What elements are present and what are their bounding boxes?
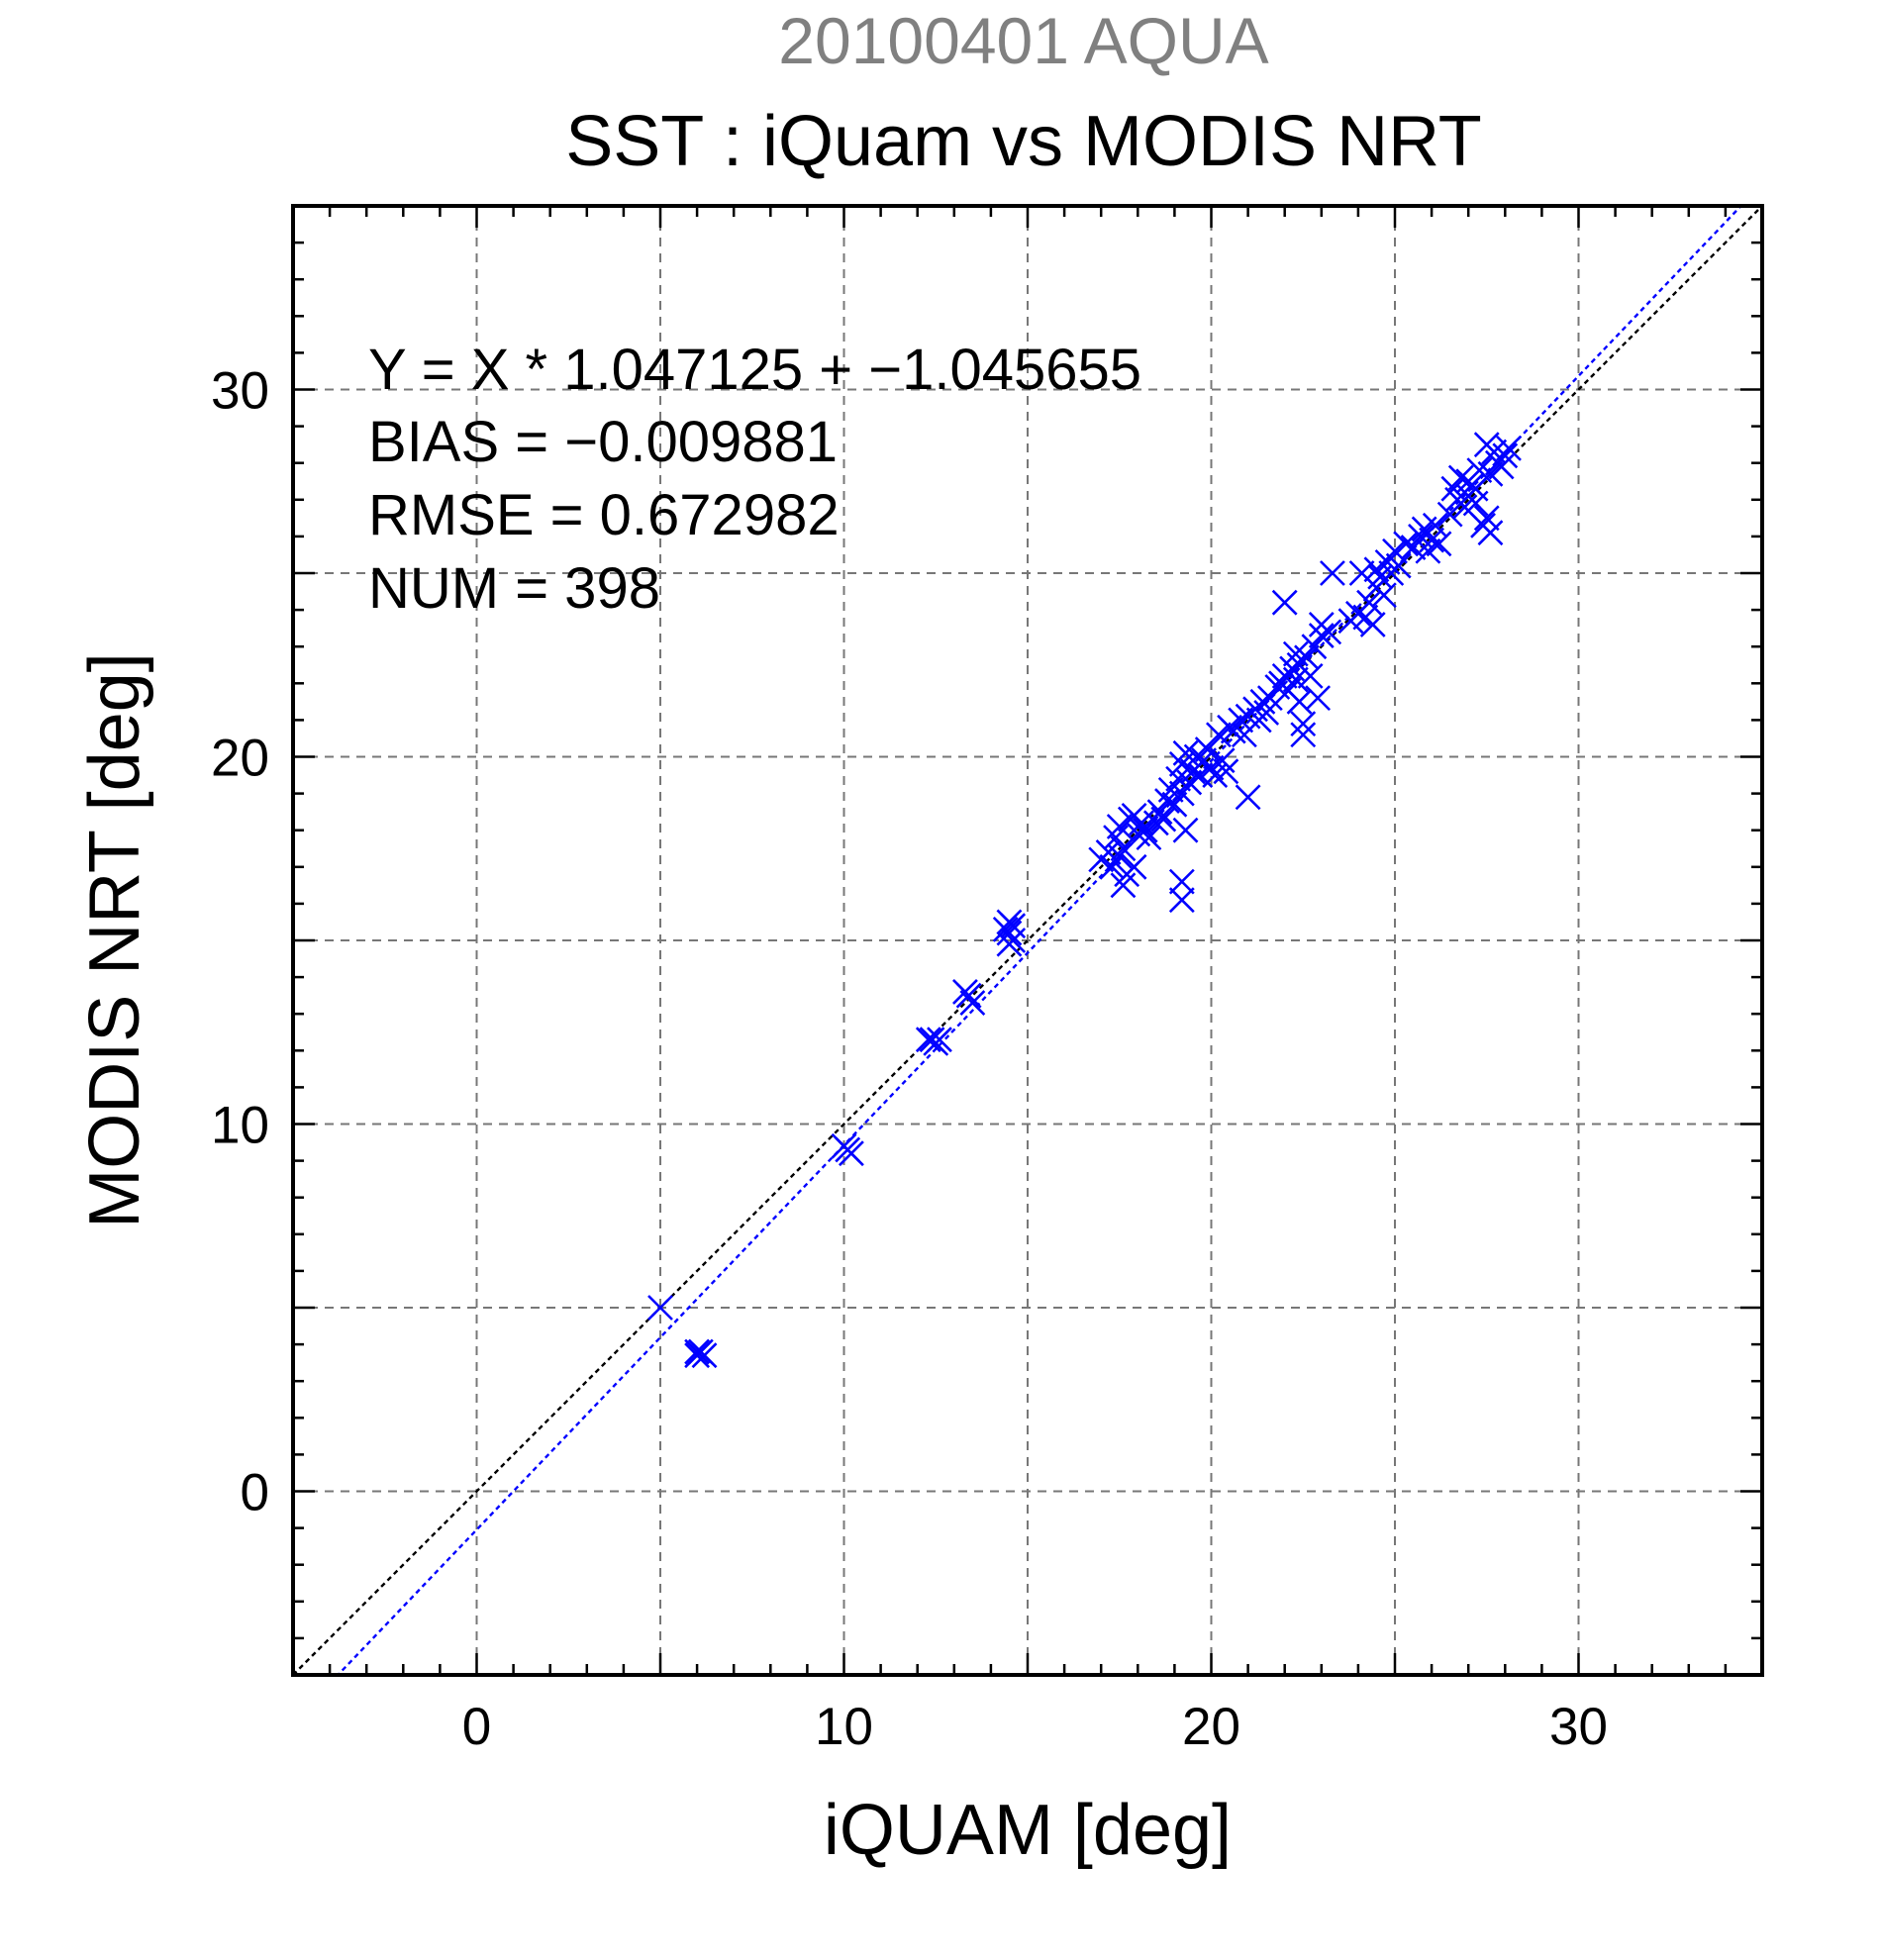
x-tick-label: 30 [1549, 1698, 1608, 1756]
regression-line [336, 206, 1743, 1675]
data-point [684, 1338, 711, 1365]
data-point [1426, 531, 1452, 557]
data-point [1473, 432, 1500, 458]
data-point [1161, 791, 1188, 818]
data-point [1477, 520, 1504, 546]
data-point [1316, 619, 1342, 645]
data-point [1146, 799, 1173, 826]
data-point [1419, 527, 1445, 553]
data-point [1359, 612, 1386, 637]
data-point [1496, 435, 1522, 461]
grid [293, 206, 1762, 1675]
data-point [1297, 662, 1324, 689]
data-point [1462, 475, 1489, 502]
y-axis-label: MODIS NRT [deg] [75, 652, 154, 1228]
y-tick-label: 0 [241, 1464, 269, 1522]
y-tick-label: 10 [211, 1097, 269, 1155]
data-point [1305, 685, 1332, 712]
plot-frame [291, 204, 1764, 1677]
data-point [1356, 589, 1382, 616]
data-point [831, 1132, 857, 1159]
data-point [1320, 560, 1345, 586]
x-tick-label: 10 [815, 1698, 873, 1756]
data-point [1271, 589, 1298, 616]
data-point [691, 1342, 718, 1369]
bias-value: BIAS = −0.009881 [368, 410, 838, 474]
data-point [1168, 868, 1195, 895]
data-point [1000, 913, 1027, 939]
data-point [1206, 722, 1232, 748]
y-tick-labels: 0 10 20 30 [211, 362, 269, 1522]
data-point [959, 990, 986, 1016]
data-point [1253, 700, 1280, 726]
data-point [1286, 688, 1313, 715]
data-point [1370, 582, 1397, 609]
x-axis-label: iQUAM [deg] [824, 1791, 1232, 1870]
fit-equation: Y = X * 1.047125 + −1.045655 [368, 338, 1141, 402]
data-point [1121, 853, 1147, 880]
data-point [1282, 666, 1309, 693]
data-point [927, 1027, 952, 1053]
num-value: NUM = 398 [368, 556, 660, 621]
data-point [1473, 505, 1500, 532]
x-tick-label: 0 [462, 1698, 491, 1756]
data-point [1235, 784, 1261, 811]
one-to-one-line [293, 206, 1762, 1675]
data-point [647, 1295, 673, 1321]
rmse-value: RMSE = 0.672982 [368, 483, 840, 547]
data-point [1308, 623, 1335, 648]
data-point [1290, 711, 1317, 737]
chart-title: 20100401 AQUA [778, 4, 1268, 77]
data-point [1198, 754, 1225, 781]
x-tick-label: 20 [1182, 1698, 1240, 1756]
data-point [1168, 887, 1195, 914]
data-point [915, 1027, 941, 1053]
data-point [1099, 853, 1126, 880]
data-points [647, 432, 1522, 1369]
data-point [1228, 707, 1254, 734]
data-point [1132, 817, 1158, 843]
data-point [952, 979, 978, 1005]
data-point [1213, 758, 1239, 785]
reference-lines [293, 206, 1762, 1675]
data-point [1136, 825, 1162, 851]
chart-subtitle: SST : iQuam vs MODIS NRT [565, 102, 1482, 181]
stats-annotation: Y = X * 1.047125 + −1.045655 BIAS = −0.0… [368, 338, 1141, 621]
data-point [1447, 464, 1474, 491]
data-point [1492, 442, 1519, 469]
data-point [1106, 814, 1133, 839]
data-point [1385, 552, 1412, 579]
data-point [1172, 817, 1199, 843]
x-tick-labels: 0 10 20 30 [462, 1698, 1608, 1756]
data-point [1110, 872, 1137, 899]
y-tick-label: 20 [211, 730, 269, 788]
data-point [1290, 722, 1317, 748]
data-point [992, 916, 1019, 942]
data-point [1106, 842, 1133, 869]
y-tick-label: 30 [211, 362, 269, 421]
data-point [1256, 685, 1283, 712]
data-point [1393, 531, 1420, 557]
data-point [1400, 535, 1427, 560]
